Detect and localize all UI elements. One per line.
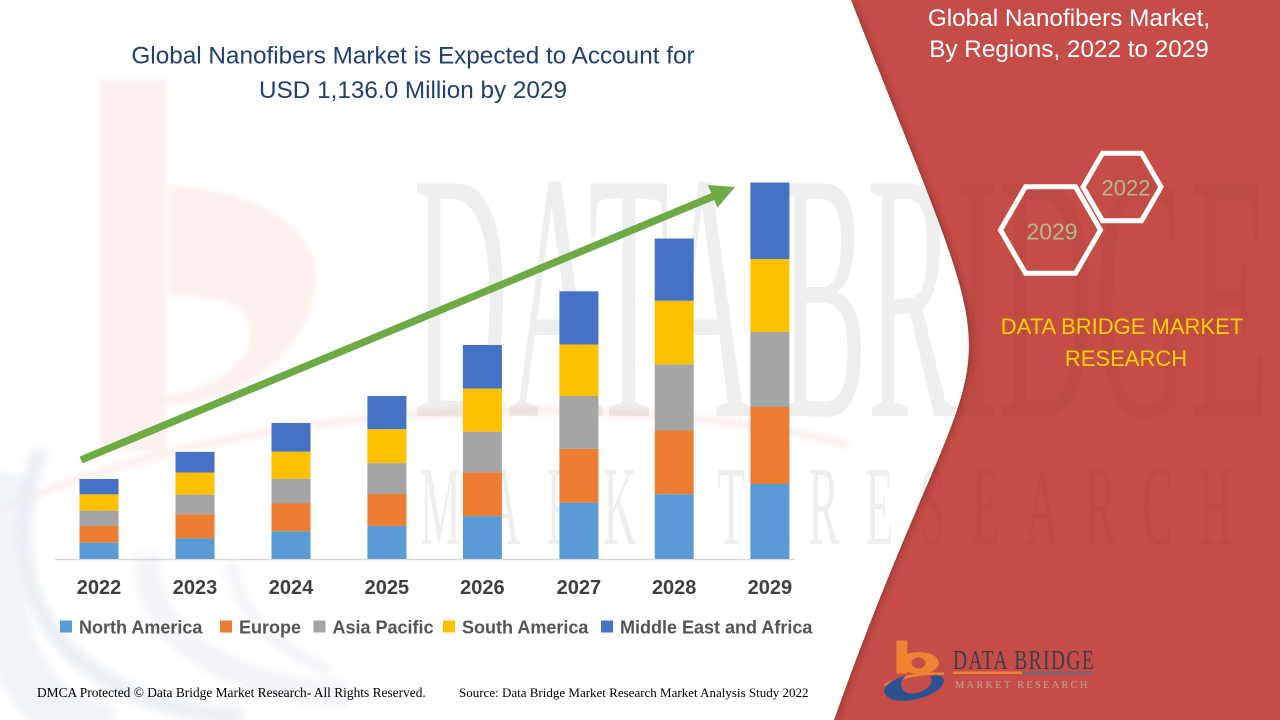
svg-text:2027: 2027 [557,577,602,599]
svg-text:USD 1,136.0 Million by 2029: USD 1,136.0 Million by 2029 [259,77,567,104]
svg-text:Asia Pacific: Asia Pacific [333,618,434,638]
svg-text:Global Nanofibers Market is Ex: Global Nanofibers Market is Expected to … [131,43,694,70]
svg-text:2026: 2026 [460,577,505,599]
svg-text:Europe: Europe [239,618,301,638]
svg-text:By Regions, 2022 to 2029: By Regions, 2022 to 2029 [929,36,1209,63]
svg-text:DATA BRIDGE: DATA BRIDGE [953,646,1095,676]
svg-text:2025: 2025 [365,577,410,599]
svg-text:North America: North America [79,618,203,638]
svg-text:RESEARCH: RESEARCH [1065,346,1187,371]
svg-text:DMCA Protected © Data Bridge M: DMCA Protected © Data Bridge Market Rese… [37,685,426,700]
svg-text:MARKET RESEARCH: MARKET RESEARCH [420,445,1257,569]
svg-text:Global Nanofibers Market,: Global Nanofibers Market, [928,5,1210,32]
svg-text:South America: South America [462,618,589,638]
svg-text:2022: 2022 [77,577,122,599]
svg-text:DATA BRIDGE MARKET: DATA BRIDGE MARKET [1001,314,1243,339]
svg-text:2029: 2029 [748,577,793,599]
svg-text:2023: 2023 [173,577,218,599]
svg-text:2024: 2024 [269,577,314,599]
svg-text:Source: Data Bridge Market Res: Source: Data Bridge Market Research Mark… [459,685,808,700]
svg-text:Middle East and Africa: Middle East and Africa [620,618,813,638]
svg-text:2022: 2022 [1102,176,1151,201]
svg-text:MARKET RESEARCH: MARKET RESEARCH [955,680,1090,691]
svg-text:2028: 2028 [652,577,697,599]
svg-text:2029: 2029 [1026,218,1077,244]
